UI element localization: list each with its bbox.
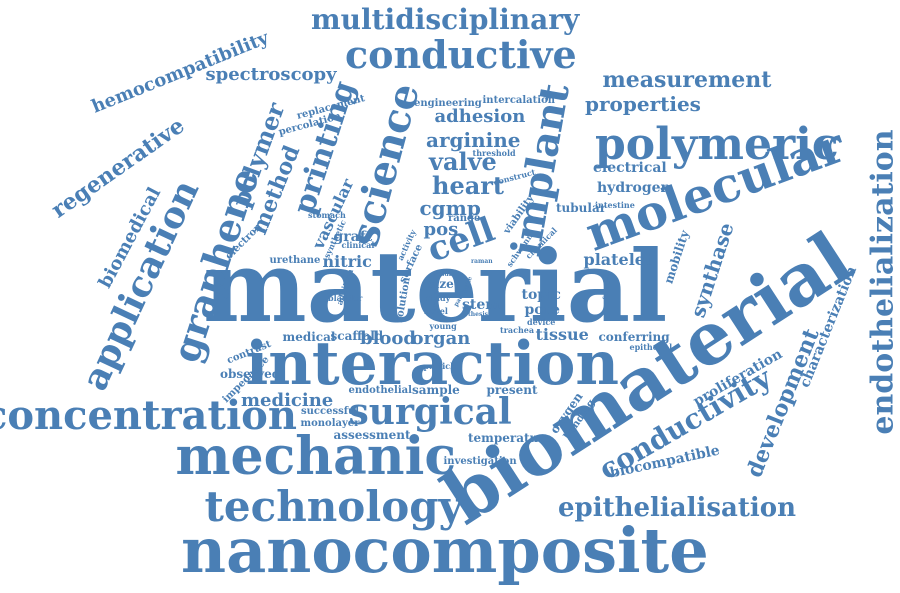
word-platelet: platelet: [583, 250, 653, 269]
word-assessment: assessment: [333, 428, 411, 442]
word-medicine: medicine: [241, 390, 334, 411]
word-stem: stem: [462, 297, 501, 313]
word-nanocomposite: nanocomposite: [181, 514, 709, 587]
word-intercalation: intercalation: [482, 95, 556, 106]
word-observed: observed: [220, 367, 281, 381]
word-technology: technology: [204, 482, 464, 531]
word-stomach: stomach: [308, 210, 346, 220]
word-nitric: nitric: [322, 252, 372, 271]
word-graft: graft: [333, 229, 373, 245]
word-range: range: [448, 213, 481, 224]
word-study: study: [426, 293, 451, 303]
word-material: material: [203, 230, 668, 345]
word-thesis: thesis: [468, 311, 488, 318]
word-pore: pore: [524, 302, 560, 318]
word-cgmp: cgmp: [419, 196, 481, 220]
word-properties: properties: [585, 92, 701, 116]
word-electrical: electrical: [593, 160, 667, 176]
word-sample: sample: [412, 383, 460, 397]
word-topic: topic: [521, 287, 561, 303]
word-threshold: threshold: [472, 148, 516, 158]
word-clinical: clinical: [341, 240, 375, 250]
word-concentration: concentration: [0, 392, 297, 439]
word-endothelialization: endothelialization: [865, 129, 900, 435]
word-conductive: conductive: [345, 32, 577, 77]
word-bladder: bladder: [328, 293, 363, 303]
word-multidisciplinary: multidisciplinary: [311, 3, 580, 36]
word-epithelial: epithelial: [629, 342, 673, 352]
word-intestine: intestine: [595, 200, 635, 210]
word-conferring: conferring: [598, 330, 670, 344]
word-present: present: [486, 383, 538, 397]
word-mechanic: mechanic: [175, 426, 457, 487]
word-temperature: temperature: [468, 431, 553, 445]
word-monolayer: monolayer: [300, 418, 360, 429]
word-adhesion: adhesion: [434, 106, 526, 127]
word-particle: particle: [423, 361, 459, 371]
word-scaffold: scaffold: [330, 329, 384, 343]
word-blood: blood: [360, 328, 417, 349]
word-novel: novel: [424, 306, 448, 316]
word-polymeric: polymeric: [595, 119, 839, 170]
word-arginine: arginine: [426, 128, 521, 152]
word-trachea: trachea: [500, 325, 535, 335]
word-investigation: investigation: [443, 456, 517, 467]
word-result: result: [434, 271, 454, 278]
word-tubular: tubular: [556, 201, 607, 215]
word-measurement: measurement: [602, 67, 772, 93]
word-pos: pos: [423, 219, 459, 240]
word-engineering: engineering: [414, 98, 482, 109]
word-successful: successful: [301, 406, 360, 417]
word-organ: organ: [411, 328, 471, 349]
word-urethane: urethane: [269, 255, 321, 266]
word-surgical: surgical: [348, 391, 512, 433]
word-medical: medical: [282, 330, 336, 344]
word-epithelialisation: epithelialisation: [558, 493, 797, 523]
word-device: device: [527, 317, 556, 327]
word-young: young: [429, 321, 457, 331]
word-valve: valve: [429, 147, 497, 176]
word-tissue: tissue: [535, 325, 589, 344]
word-endothelial: endothelial: [348, 385, 412, 396]
word-hydrogen: hydrogen: [597, 180, 671, 196]
word-size: size: [428, 277, 454, 291]
word-interaction: interaction: [245, 329, 619, 399]
word-heart: heart: [432, 171, 504, 200]
word-spectroscopy: spectroscopy: [205, 64, 337, 85]
word-raman: raman: [471, 258, 493, 265]
